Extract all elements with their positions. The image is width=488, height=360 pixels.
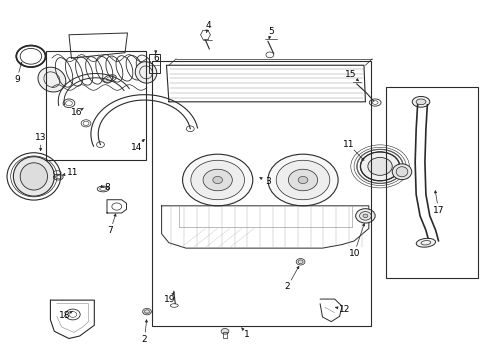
Ellipse shape [395, 167, 407, 177]
Text: 15: 15 [345, 70, 356, 79]
Ellipse shape [359, 212, 370, 220]
Ellipse shape [415, 238, 435, 247]
Text: 10: 10 [348, 249, 359, 258]
Ellipse shape [212, 176, 222, 184]
Text: 4: 4 [204, 21, 210, 30]
Ellipse shape [360, 152, 399, 181]
Ellipse shape [203, 169, 232, 191]
Text: 6: 6 [153, 54, 158, 63]
Ellipse shape [182, 154, 252, 206]
Text: 11: 11 [67, 168, 79, 177]
Ellipse shape [221, 328, 228, 334]
Text: 2: 2 [284, 282, 290, 291]
Bar [45, 51, 145, 160]
Ellipse shape [362, 214, 367, 218]
Ellipse shape [13, 157, 54, 196]
Ellipse shape [190, 160, 244, 200]
Text: 9: 9 [14, 75, 20, 84]
Text: 2: 2 [142, 335, 147, 344]
Text: 12: 12 [338, 305, 349, 314]
Ellipse shape [298, 176, 307, 184]
Text: 3: 3 [264, 177, 270, 186]
Bar [152, 61, 370, 326]
Bar [385, 87, 477, 278]
Ellipse shape [296, 258, 305, 265]
Text: 16: 16 [70, 108, 82, 117]
Text: 19: 19 [164, 294, 175, 303]
Ellipse shape [288, 169, 317, 191]
Ellipse shape [391, 164, 411, 180]
Ellipse shape [142, 309, 151, 315]
Ellipse shape [276, 160, 329, 200]
Ellipse shape [355, 209, 374, 223]
Ellipse shape [411, 96, 429, 107]
Text: 11: 11 [342, 140, 353, 149]
Bar [222, 332, 227, 338]
Ellipse shape [415, 99, 425, 105]
Ellipse shape [135, 62, 157, 83]
Text: 1: 1 [244, 330, 249, 339]
Bar [149, 54, 159, 73]
Text: 18: 18 [59, 311, 71, 320]
Ellipse shape [20, 163, 47, 190]
Ellipse shape [38, 67, 66, 92]
Text: 7: 7 [107, 226, 113, 235]
Text: 8: 8 [104, 183, 110, 192]
Text: 17: 17 [432, 206, 444, 215]
Text: 5: 5 [268, 27, 274, 36]
Text: 13: 13 [35, 133, 46, 142]
Ellipse shape [267, 154, 337, 206]
Text: 14: 14 [130, 143, 142, 152]
Ellipse shape [367, 157, 391, 175]
